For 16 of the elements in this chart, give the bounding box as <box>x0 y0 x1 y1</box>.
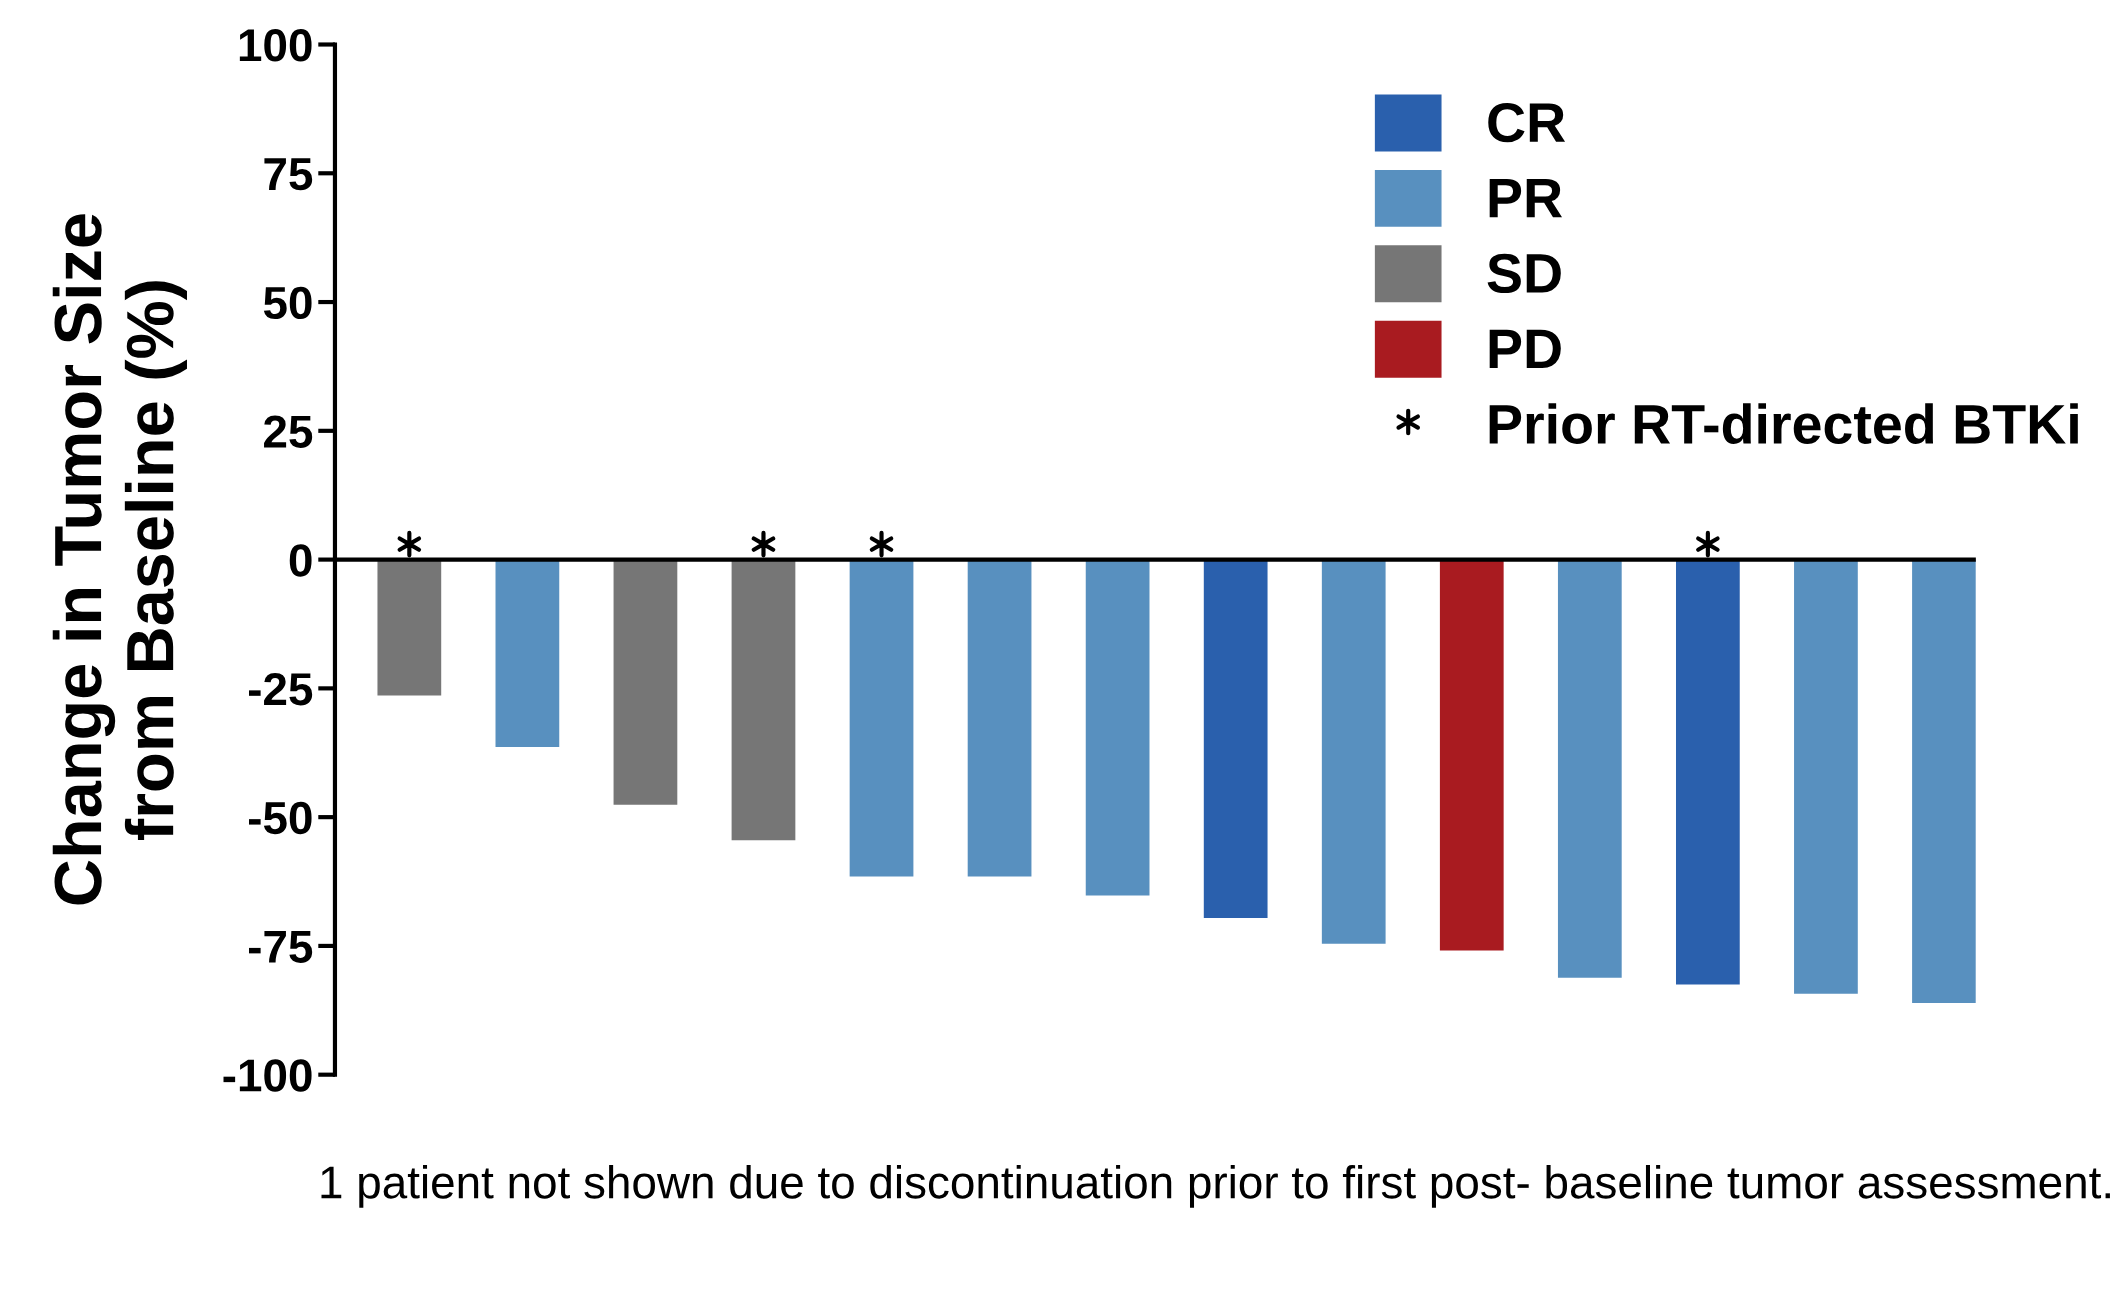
y-tick-label: -50 <box>248 801 312 835</box>
legend-label: CR <box>1488 102 1566 143</box>
y-tick-label: -75 <box>248 930 313 963</box>
legend-label: PR <box>1489 178 1563 218</box>
y-tick-label: 75 <box>264 158 313 191</box>
text: 1 patient not shown due to discontinuation prior to first post- baseline tumor assessment. <box>321 1165 2110 1208</box>
y-tick-label: 0 <box>289 544 312 577</box>
y-tick-label: -100 <box>223 1059 312 1092</box>
y-tick-label: 100 <box>239 29 312 62</box>
y-axis-title: Change in Tumor Size from Baseline (%) <box>52 214 187 905</box>
y-tick-label: -25 <box>248 672 313 706</box>
legend-label: PD <box>1489 329 1561 368</box>
y-tick-label: 50 <box>263 286 312 320</box>
legend-label: Prior RT-directed BTKi <box>1489 403 2078 444</box>
y-tick-label: 25 <box>264 415 313 448</box>
legend-label: SD <box>1487 253 1561 294</box>
